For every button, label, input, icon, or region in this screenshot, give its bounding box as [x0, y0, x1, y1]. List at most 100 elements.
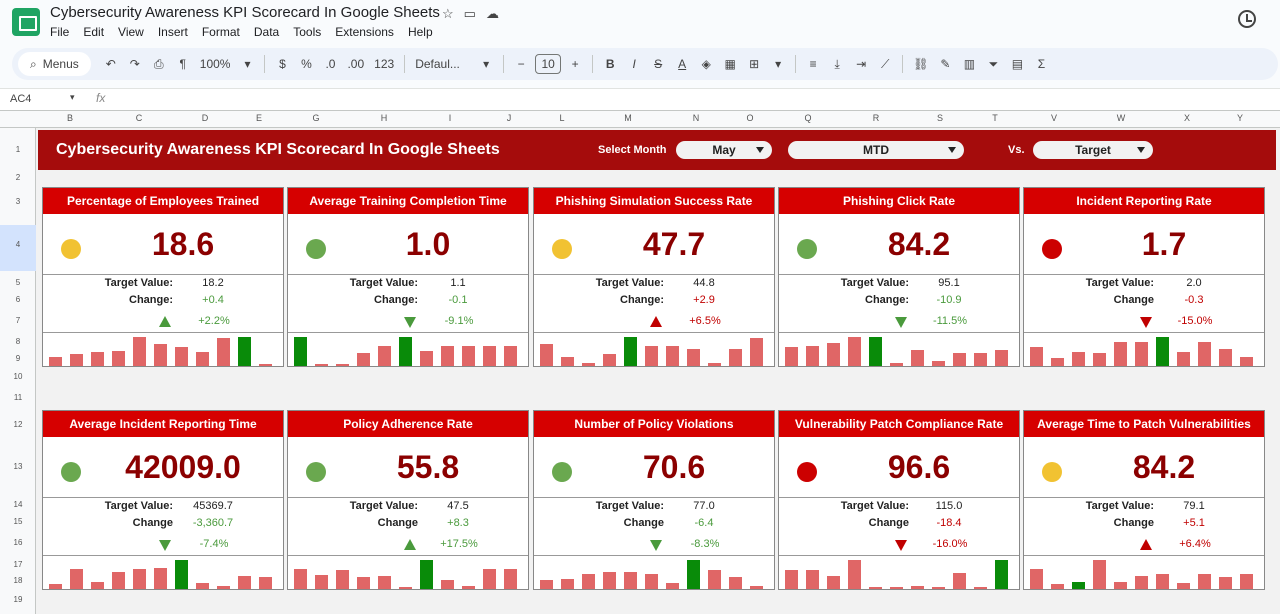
menu-item-format[interactable]: Format	[201, 25, 240, 39]
column-header-q[interactable]: Q	[804, 113, 812, 123]
column-header-n[interactable]: N	[692, 113, 700, 123]
font-chevron-down-icon[interactable]: ▾	[483, 57, 490, 71]
sheets-logo-icon[interactable]	[12, 8, 40, 36]
zoom-chevron-down-icon[interactable]: ▾	[244, 57, 251, 71]
cloud-status-icon[interactable]: ☁	[485, 6, 499, 21]
version-history-icon[interactable]	[1238, 10, 1256, 28]
row-header-7[interactable]: 7	[15, 316, 21, 325]
bold-button[interactable]: B	[605, 57, 615, 71]
print-icon[interactable]: ⎙	[153, 56, 164, 71]
row-header-18[interactable]: 18	[13, 576, 23, 585]
change-value: -18.4	[936, 517, 962, 529]
column-header-o[interactable]: O	[746, 113, 754, 123]
document-title[interactable]: Cybersecurity Awareness KPI Scorecard In…	[50, 4, 440, 21]
row-header-10[interactable]: 10	[13, 372, 23, 381]
menu-item-file[interactable]: File	[50, 25, 70, 39]
font-size-decrease-button[interactable]: −	[517, 57, 525, 71]
merge-chevron-down-icon[interactable]: ▾	[775, 57, 782, 71]
column-header-j[interactable]: J	[506, 113, 512, 123]
name-box[interactable]: AC4	[10, 93, 32, 105]
menu-item-data[interactable]: Data	[253, 25, 280, 39]
comparison-dropdown[interactable]: Target	[1033, 141, 1153, 159]
column-header-v[interactable]: V	[1050, 113, 1057, 123]
column-header-t[interactable]: T	[992, 113, 998, 123]
font-select[interactable]: Defaul...	[415, 57, 460, 71]
text-wrap-icon[interactable]: ⇥	[856, 57, 867, 71]
row-header-17[interactable]: 17	[13, 560, 23, 569]
menus-search[interactable]: ⌕ Menus	[18, 52, 91, 76]
filter-views-icon[interactable]: ▤	[1011, 57, 1024, 71]
column-header-h[interactable]: H	[380, 113, 388, 123]
italic-button[interactable]: I	[632, 57, 636, 71]
column-header-d[interactable]: D	[201, 113, 209, 123]
font-size-increase-button[interactable]: +	[571, 57, 579, 71]
row-header-3[interactable]: 3	[15, 197, 21, 206]
filter-icon[interactable]: ⏷	[988, 56, 999, 71]
currency-button[interactable]: $	[279, 57, 286, 71]
row-header-9[interactable]: 9	[15, 354, 21, 363]
merge-cells-icon[interactable]: ⊞	[749, 57, 760, 71]
column-header-y[interactable]: Y	[1236, 113, 1243, 123]
row-header-2[interactable]: 2	[15, 173, 21, 182]
period-dropdown[interactable]: MTD	[788, 141, 964, 159]
column-header-x[interactable]: X	[1183, 113, 1190, 123]
column-header-l[interactable]: L	[559, 113, 565, 123]
paint-format-icon[interactable]: ¶	[179, 57, 186, 71]
row-header-4[interactable]: 4	[0, 225, 36, 271]
column-header-c[interactable]: C	[135, 113, 143, 123]
fill-color-icon[interactable]: ◈	[701, 57, 711, 71]
column-header-w[interactable]: W	[1116, 113, 1126, 123]
link-icon[interactable]: ⛓	[913, 57, 929, 71]
decrease-decimal-button[interactable]: .0	[325, 57, 336, 71]
row-header-5[interactable]: 5	[15, 278, 21, 287]
column-header-s[interactable]: S	[936, 113, 943, 123]
column-header-g[interactable]: G	[312, 113, 320, 123]
vertical-align-icon[interactable]: ⤓	[834, 56, 840, 71]
text-rotation-icon[interactable]: ⟋	[880, 56, 890, 71]
column-header-b[interactable]: B	[66, 113, 73, 123]
row-header-8[interactable]: 8	[15, 337, 21, 346]
menu-item-extensions[interactable]: Extensions	[335, 25, 394, 39]
column-header-m[interactable]: M	[624, 113, 632, 123]
comment-icon[interactable]: ✎	[940, 57, 951, 71]
zoom-select[interactable]: 100%	[199, 57, 231, 71]
percent-button[interactable]: %	[301, 57, 312, 71]
row-header-11[interactable]: 11	[13, 393, 23, 402]
align-left-icon[interactable]: ≡	[809, 57, 817, 71]
trend-up-icon	[404, 539, 416, 550]
row-header-19[interactable]: 19	[13, 595, 23, 604]
star-icon[interactable]: ☆	[442, 6, 454, 21]
menu-item-edit[interactable]: Edit	[83, 25, 105, 39]
increase-decimal-button[interactable]: .00	[347, 57, 365, 71]
month-dropdown[interactable]: May	[676, 141, 772, 159]
redo-icon[interactable]: ↷	[129, 57, 140, 71]
borders-icon[interactable]: ▦	[724, 57, 736, 71]
row-header-15[interactable]: 15	[13, 517, 23, 526]
menu-item-insert[interactable]: Insert	[157, 25, 188, 39]
change-value: +0.4	[202, 294, 224, 306]
functions-button[interactable]: Σ	[1037, 57, 1046, 71]
column-header-e[interactable]: E	[255, 113, 262, 123]
name-box-chevron-down-icon[interactable]: ▾	[70, 92, 75, 102]
number-format-button[interactable]: 123	[374, 57, 395, 71]
undo-icon[interactable]: ↶	[105, 57, 116, 71]
menu-item-view[interactable]: View	[118, 25, 144, 39]
menu-item-help[interactable]: Help	[407, 25, 433, 39]
row-header-14[interactable]: 14	[13, 500, 23, 509]
column-header-r[interactable]: R	[872, 113, 880, 123]
row-header-1[interactable]: 1	[15, 145, 21, 154]
sparkline-bar	[49, 357, 62, 366]
row-header-13[interactable]: 13	[13, 462, 23, 471]
row-header-12[interactable]: 12	[13, 420, 23, 429]
row-header-6[interactable]: 6	[15, 295, 21, 304]
menu-item-tools[interactable]: Tools	[293, 25, 322, 39]
trend-down-icon	[404, 317, 416, 328]
strikethrough-button[interactable]: S	[654, 57, 663, 71]
row-header-16[interactable]: 16	[13, 538, 23, 547]
chart-icon[interactable]: ▥	[963, 57, 976, 71]
font-size-input[interactable]: 10	[535, 54, 562, 74]
move-folder-icon[interactable]: ▭	[463, 6, 476, 21]
column-header-i[interactable]: I	[448, 113, 452, 123]
dashboard-title: Cybersecurity Awareness KPI Scorecard In…	[56, 141, 500, 158]
text-color-button[interactable]: A	[678, 57, 687, 71]
